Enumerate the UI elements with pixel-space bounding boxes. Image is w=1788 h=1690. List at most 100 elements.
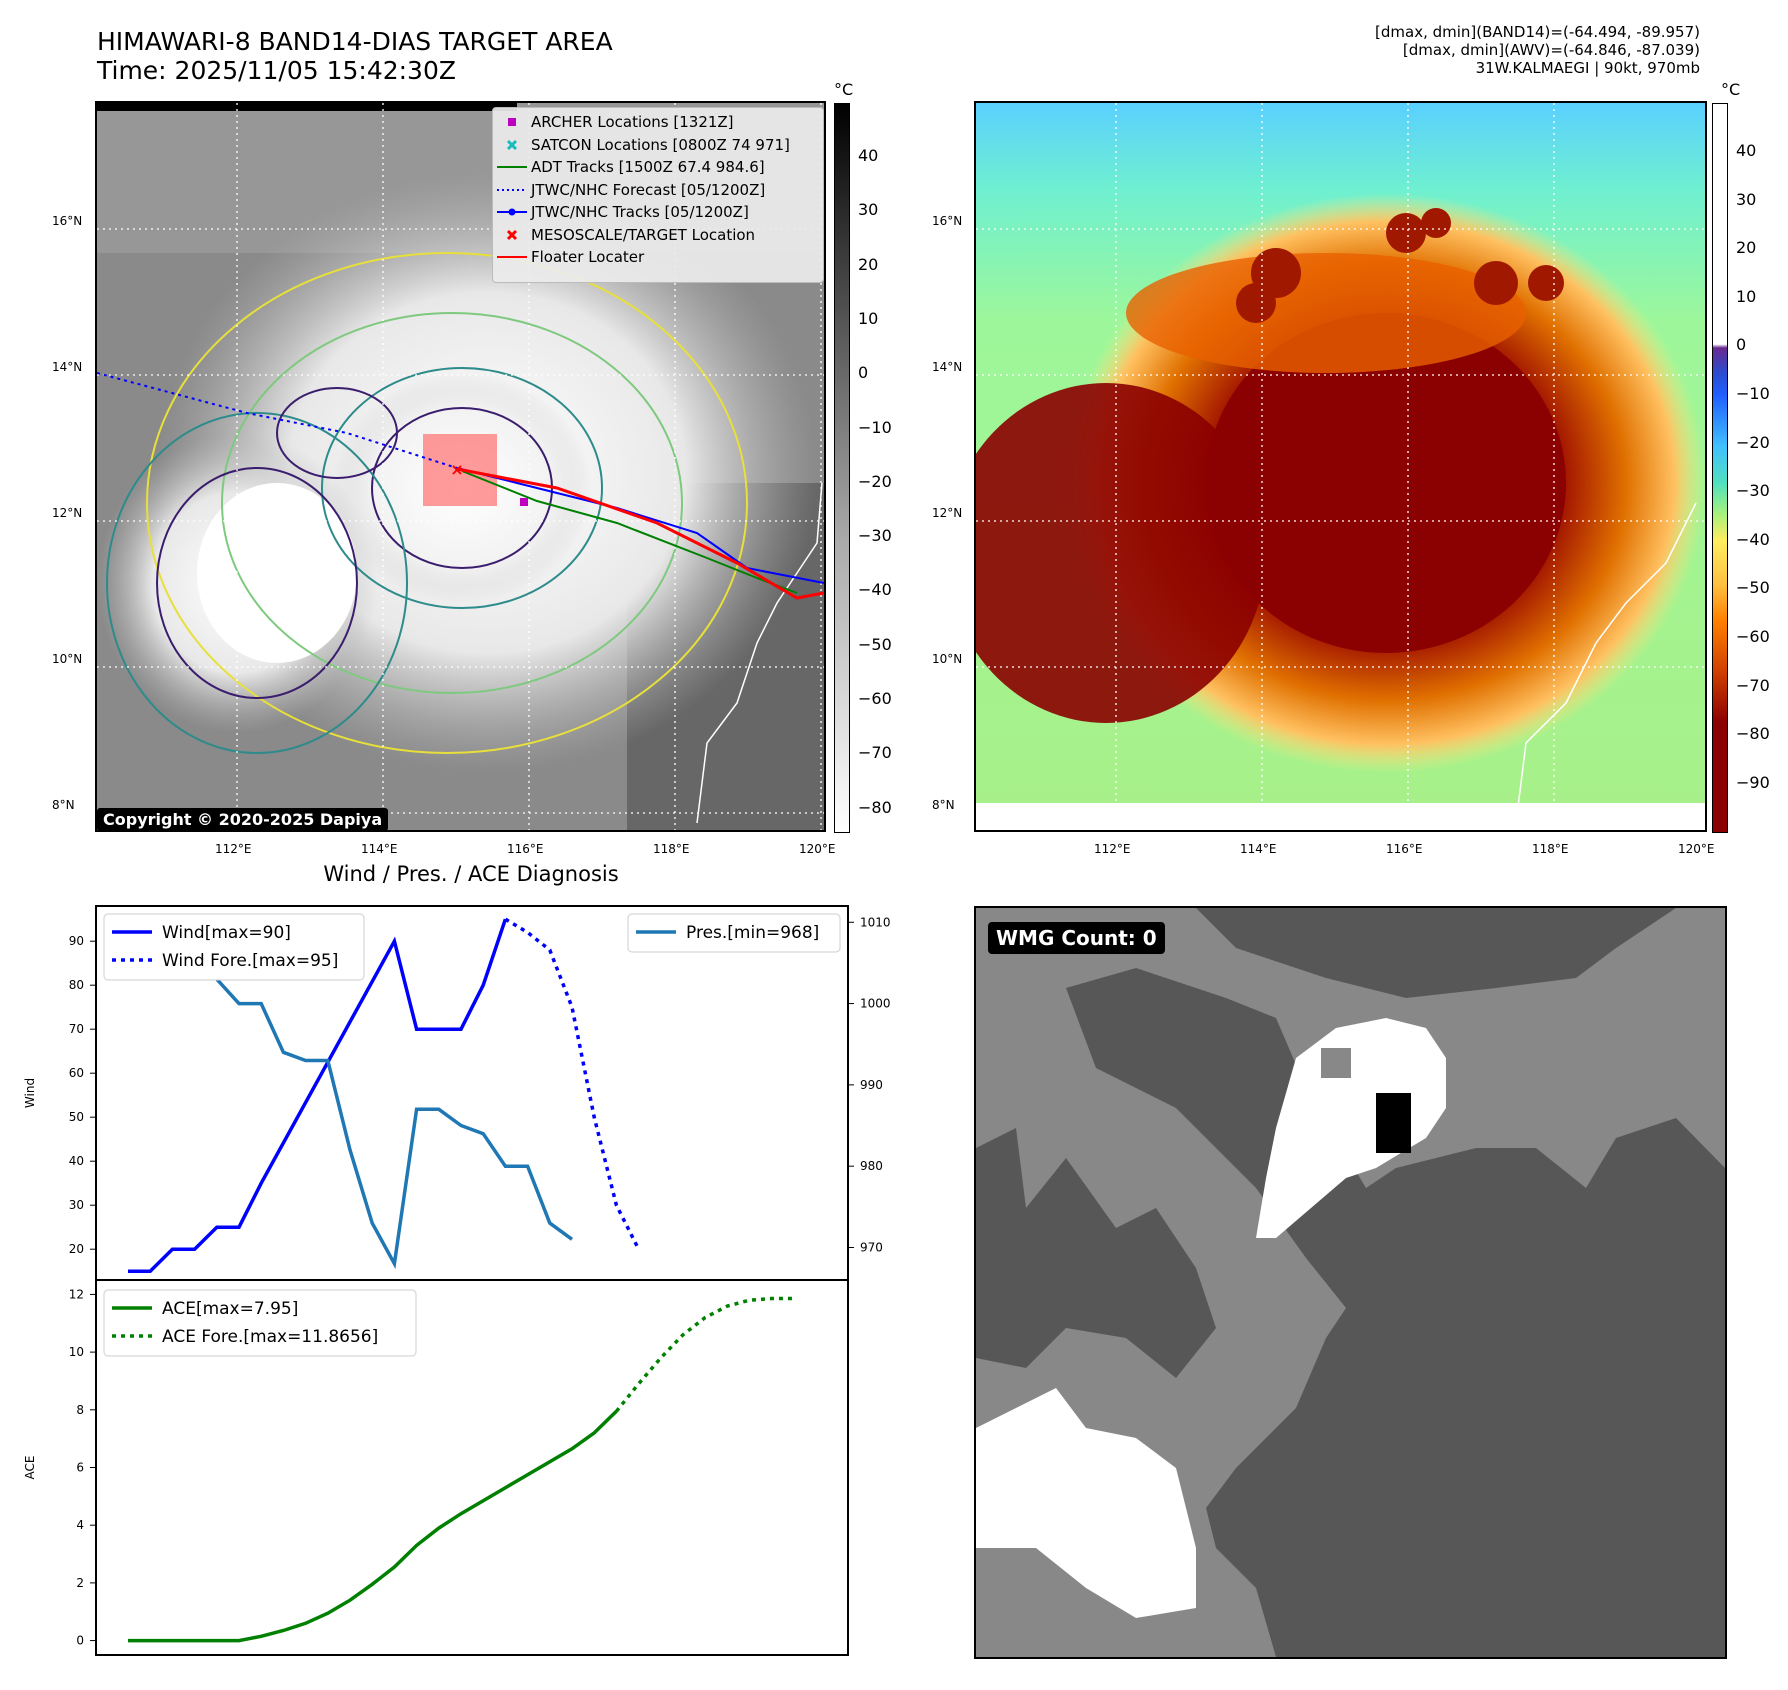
wmg-panel: WMG Count: 0 xyxy=(974,906,1727,1659)
wmg-white-core xyxy=(1256,1018,1446,1238)
wind-ytick-label: 30 xyxy=(69,1198,84,1212)
info-line-2: [dmax, dmin](AWV)=(-64.846, -87.039) xyxy=(1402,41,1700,59)
ace-ytick-label: 4 xyxy=(76,1518,84,1532)
archer-location-marker xyxy=(520,498,528,506)
lon-label: 120°E xyxy=(1678,842,1715,856)
jtwc-track xyxy=(456,467,824,584)
chart-legend-label: Wind Fore.[max=95] xyxy=(162,951,338,971)
color-colorbar-tick: −90 xyxy=(1736,772,1770,792)
legend-symbol-icon xyxy=(493,116,531,128)
color-colorbar-tick: −10 xyxy=(1736,384,1770,403)
gray-colorbar-tick: −30 xyxy=(858,526,892,546)
enhanced-gridlines xyxy=(976,103,1705,830)
lat-label: 8°N xyxy=(932,798,955,812)
legend-item: ADT Tracks [1500Z 67.4 984.6] xyxy=(493,156,823,179)
diagnosis-title: Wind / Pres. / ACE Diagnosis xyxy=(323,862,619,886)
chart-legend-label: Pres.[min=968] xyxy=(686,923,819,943)
wmg-white-southwest xyxy=(976,1388,1196,1618)
color-colorbar-tick: −40 xyxy=(1736,529,1770,549)
enhanced-coastline xyxy=(1515,502,1697,824)
legend-item: JTWC/NHC Tracks [05/1200Z] xyxy=(493,201,823,224)
gray-colorbar-tick: −20 xyxy=(858,471,892,491)
west-storm-core xyxy=(976,383,1266,723)
lat-label: 8°N xyxy=(52,798,75,812)
color-colorbar-tick: −60 xyxy=(1736,627,1770,646)
wind-axis-label: Wind xyxy=(23,1078,37,1108)
lat-label: 10°N xyxy=(52,652,83,666)
color-colorbar-tick: 0 xyxy=(1736,335,1747,355)
wind-ytick-label: 50 xyxy=(69,1110,84,1124)
lat-label: 12°N xyxy=(932,506,963,520)
floater-track xyxy=(456,467,824,600)
gray-colorbar-tick: −60 xyxy=(858,689,892,708)
color-colorbar-tick: −70 xyxy=(1736,675,1770,695)
legend-symbol-icon xyxy=(493,184,531,196)
lon-label: 116°E xyxy=(507,842,544,856)
legend-item: JTWC/NHC Forecast [05/1200Z] xyxy=(493,179,823,202)
wind-ytick-label: 90 xyxy=(69,934,84,948)
color-colorbar-tick: −30 xyxy=(1736,481,1770,501)
chart-legend xyxy=(103,913,365,981)
lon-label: 114°E xyxy=(1240,842,1277,856)
lat-label: 12°N xyxy=(52,506,83,520)
legend-item: SATCON Locations [0800Z 74 971] xyxy=(493,134,823,157)
legend-label: ARCHER Locations [1321Z] xyxy=(531,113,734,132)
lon-label: 112°E xyxy=(1094,842,1131,856)
gray-colorbar-unit: °C xyxy=(834,80,854,99)
chart-legend-label: ACE[max=7.95] xyxy=(162,1299,298,1319)
series-line-1 xyxy=(504,917,641,1250)
figure-title: HIMAWARI-8 BAND14-DIAS TARGET AREA Time:… xyxy=(97,27,613,85)
color-colorbar-tick: −20 xyxy=(1736,432,1770,452)
lon-label: 118°E xyxy=(1532,842,1569,856)
color-colorbar-tick: 10 xyxy=(1736,286,1757,306)
color-colorbar xyxy=(1712,103,1728,833)
wmg-gray-notch xyxy=(1321,1048,1351,1078)
series-line-0 xyxy=(128,918,508,1273)
contour-edge xyxy=(146,252,748,754)
title-line-2: Time: 2025/11/05 15:42:30Z xyxy=(97,56,456,85)
gray-colorbar-tick: −10 xyxy=(858,417,892,437)
enhanced-map-canvas xyxy=(976,103,1705,830)
gray-colorbar-tick: −40 xyxy=(858,580,892,600)
legend-symbol-icon xyxy=(493,161,531,173)
gray-colorbar-tick: 30 xyxy=(858,200,879,220)
lon-label: 112°E xyxy=(215,842,252,856)
legend-label: MESOSCALE/TARGET Location xyxy=(531,225,756,244)
contour-mid xyxy=(321,367,603,609)
legend-symbol-icon xyxy=(493,229,531,241)
ace-ytick-label: 0 xyxy=(76,1634,84,1648)
legend-symbol-icon xyxy=(493,251,531,263)
legend-item: ARCHER Locations [1321Z] xyxy=(493,111,823,134)
contour-west-inner xyxy=(156,467,358,699)
legend-symbol-icon xyxy=(493,206,531,218)
legend-label: Floater Locater xyxy=(531,248,645,267)
wind-ytick-label: 80 xyxy=(69,978,84,992)
wind-ytick-label: 40 xyxy=(69,1154,84,1168)
legend-item: Floater Locater xyxy=(493,246,823,269)
ace-ytick-label: 6 xyxy=(76,1461,84,1475)
gray-colorbar-tick: 20 xyxy=(858,254,879,274)
ace-ytick-label: 2 xyxy=(76,1576,84,1590)
contour-band xyxy=(276,387,398,479)
ir-map-panel: × ARCHER Locations [1321Z] SATCON Locatio… xyxy=(95,101,826,832)
color-colorbar-tick: −50 xyxy=(1736,578,1770,598)
copyright-label: Copyright © 2020-2025 Dapiya xyxy=(97,808,389,830)
wmg-black-eye xyxy=(1376,1093,1411,1153)
diagnosis-chart: 20 30 40 50 60 70 80 90 970 980 990 1000 1010 0 2 4 6 8 10… xyxy=(23,905,891,1656)
gray-colorbar-tick: −80 xyxy=(858,797,892,817)
color-colorbar-tick: 30 xyxy=(1736,189,1757,209)
contour-outer xyxy=(221,312,683,694)
ace-axis-label: ACE xyxy=(23,1456,37,1480)
chart-legend-label: ACE Fore.[max=11.8656] xyxy=(162,1327,378,1347)
chart-legend xyxy=(103,1289,417,1357)
color-colorbar-tick: 20 xyxy=(1736,238,1757,258)
gray-colorbar-tick: 10 xyxy=(858,308,879,328)
ace-series-line-0 xyxy=(128,1410,618,1643)
legend-label: JTWC/NHC Forecast [05/1200Z] xyxy=(531,180,766,199)
color-colorbar-unit: °C xyxy=(1721,80,1741,99)
contour-west-mid xyxy=(106,412,408,754)
lon-label: 114°E xyxy=(361,842,398,856)
wmg-count-label: WMG Count: 0 xyxy=(988,922,1165,954)
wmg-canvas xyxy=(976,908,1725,1657)
enhanced-no-data xyxy=(976,803,1705,830)
